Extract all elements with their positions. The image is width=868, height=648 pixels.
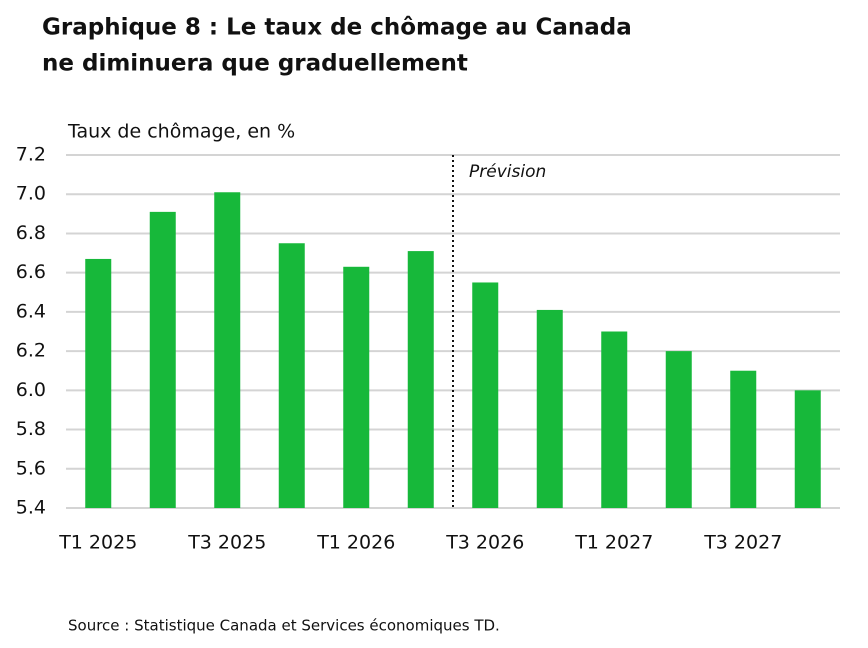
bar xyxy=(407,251,434,508)
bar xyxy=(85,258,112,508)
x-tick-label: T1 2027 xyxy=(574,532,653,554)
y-tick-label: 7.2 xyxy=(16,144,46,166)
y-axis-label: Taux de chômage, en % xyxy=(67,121,295,143)
bar xyxy=(214,192,241,508)
y-tick-label: 7.0 xyxy=(16,183,46,205)
chart-title: Graphique 8 : Le taux de chômage au Cana… xyxy=(42,15,632,41)
chart-title: ne diminuera que graduellement xyxy=(42,51,468,77)
y-tick-label: 5.8 xyxy=(16,418,46,440)
bar xyxy=(601,331,628,508)
bar xyxy=(149,211,176,508)
x-tick-label: T3 2026 xyxy=(445,532,524,554)
bar xyxy=(472,282,499,508)
bar xyxy=(730,370,757,508)
y-tick-label: 6.2 xyxy=(16,340,46,362)
bar xyxy=(343,266,370,508)
source-note: Source : Statistique Canada et Services … xyxy=(68,617,500,635)
annotation: Prévision xyxy=(469,162,546,182)
y-tick-label: 6.0 xyxy=(16,379,46,401)
x-tick-label: T1 2025 xyxy=(58,532,137,554)
bar xyxy=(665,351,692,508)
y-tick-label: 6.4 xyxy=(16,300,46,322)
bar xyxy=(536,309,563,508)
x-tick-label: T3 2025 xyxy=(187,532,266,554)
y-tick-label: 6.6 xyxy=(16,261,46,283)
x-tick-label: T1 2026 xyxy=(316,532,395,554)
y-tick-label: 5.6 xyxy=(16,457,46,479)
x-tick-label: T3 2027 xyxy=(703,532,782,554)
y-tick-label: 6.8 xyxy=(16,222,46,244)
bar xyxy=(794,390,821,508)
y-tick-label: 5.4 xyxy=(16,497,46,519)
bar xyxy=(278,243,305,508)
